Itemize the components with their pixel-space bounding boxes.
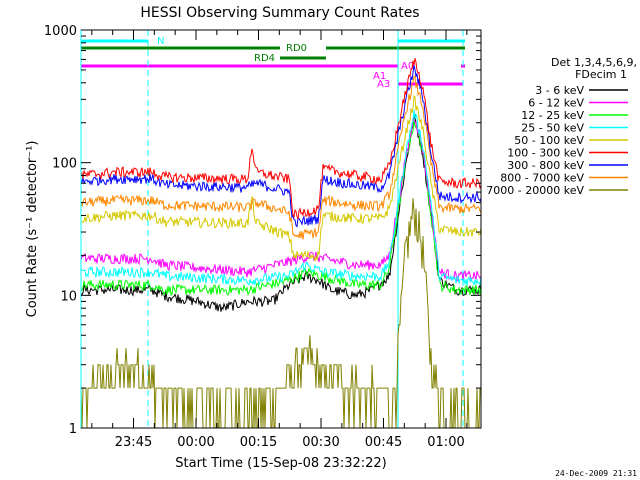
legend-label: 800 - 7000 keV [500,172,584,185]
y-tick-label: 100 [52,157,77,172]
legend-label: 6 - 12 keV [528,97,584,110]
legend-header-line-2: FDecim 1 [575,68,627,81]
x-axis-label: Start Time (15-Sep-08 23:32:22) [175,456,386,471]
y-tick-label: 10 [60,289,77,304]
x-tick-label: 00:30 [302,435,339,450]
plot-frame [80,29,482,429]
legend-label: 7000 - 20000 keV [486,184,584,197]
flag-label-a1: A1 [373,71,386,82]
series-line-4 [80,94,482,263]
series-line-6 [80,64,482,228]
legend-header-line-1: Det 1,3,4,5,6,9, [551,56,637,69]
y-tick-label: 1000 [44,24,77,39]
flag-label-rd0: RD0 [286,43,307,54]
legend-label: 12 - 25 keV [521,109,584,122]
x-tick-label: 01:00 [427,435,464,450]
y-tick-label: 1 [69,422,77,437]
series-line-7 [80,75,482,240]
legend-label: 25 - 50 keV [521,122,584,135]
series-line-1 [80,117,482,283]
flag-label-a3: A3 [377,79,390,90]
series-group [80,58,482,429]
legend-label: 100 - 300 keV [507,147,584,160]
x-tick-label: 00:45 [365,435,402,450]
legend-label: 300 - 800 keV [507,159,584,172]
y-axis-label: Count Rate (s⁻¹ detector⁻¹) [25,141,40,318]
y-axis: 1 10 100 1000 [44,24,481,437]
x-tick-label: 00:15 [240,435,277,450]
flag-label-rd4: RD4 [254,53,275,64]
flag-label-a0: A0 [401,61,414,72]
legend-label: 3 - 6 keV [535,84,584,97]
series-line-8 [80,198,481,429]
series-line-3 [80,109,482,287]
x-tick-label: 23:45 [115,435,152,450]
flag-bars: N RD0 RD4 A1 A3 A0 [81,36,465,90]
footer-date: 24-Dec-2009 21:31 [555,469,637,478]
flag-label-n: N [157,36,164,47]
legend-label: 50 - 100 keV [514,134,584,147]
x-axis: 23:45 00:00 00:15 00:30 00:45 01:00 [91,30,468,450]
series-line-5 [80,58,482,220]
x-tick-label: 00:00 [177,435,214,450]
chart-title: HESSI Observing Summary Count Rates [140,5,419,21]
